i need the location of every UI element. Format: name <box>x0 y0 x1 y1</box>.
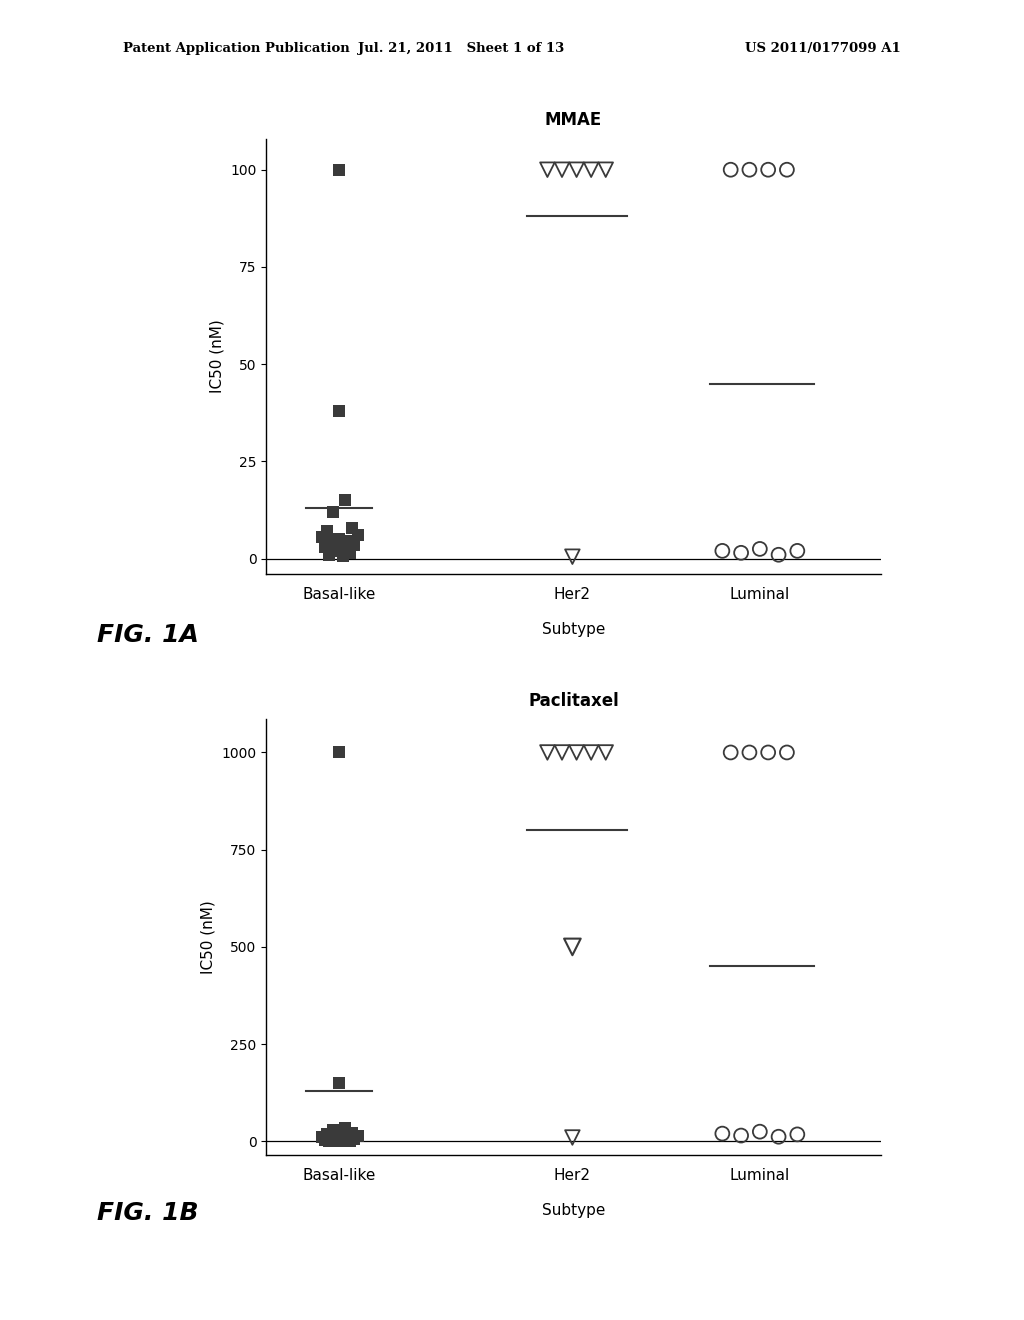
Point <box>741 742 758 763</box>
Point <box>760 742 776 763</box>
Point <box>316 536 333 557</box>
Point <box>790 540 806 561</box>
Point <box>733 1125 750 1146</box>
Title: Paclitaxel: Paclitaxel <box>528 692 618 710</box>
Point <box>723 742 739 763</box>
Text: FIG. 1B: FIG. 1B <box>97 1201 199 1225</box>
Point <box>318 521 335 543</box>
Point <box>327 540 343 561</box>
Point <box>345 535 361 556</box>
Point <box>598 742 614 763</box>
Point <box>325 502 341 523</box>
Text: Jul. 21, 2011   Sheet 1 of 13: Jul. 21, 2011 Sheet 1 of 13 <box>357 42 564 55</box>
Point <box>752 539 768 560</box>
Point <box>598 160 614 181</box>
Point <box>568 742 585 763</box>
Point <box>314 527 331 548</box>
Point <box>323 1129 339 1150</box>
Point <box>325 1119 341 1140</box>
Point <box>341 1130 357 1151</box>
Y-axis label: IC50 (nM): IC50 (nM) <box>210 319 224 393</box>
Point <box>554 742 570 763</box>
Point <box>321 1130 337 1151</box>
Point <box>752 1121 768 1142</box>
Point <box>540 160 556 181</box>
Point <box>335 1130 351 1151</box>
Point <box>335 545 351 566</box>
Text: Patent Application Publication: Patent Application Publication <box>123 42 349 55</box>
Point <box>778 742 795 763</box>
Point <box>327 1130 343 1151</box>
Point <box>554 160 570 181</box>
Point <box>345 1129 361 1150</box>
Point <box>331 528 347 549</box>
Point <box>333 1130 349 1151</box>
Point <box>714 1123 730 1144</box>
Point <box>337 1117 353 1138</box>
Point <box>770 544 786 565</box>
Point <box>770 1126 786 1147</box>
Point <box>333 539 349 560</box>
Point <box>321 544 337 565</box>
Point <box>314 1126 331 1147</box>
Point <box>343 517 359 539</box>
Point <box>331 160 347 181</box>
Point <box>564 936 581 957</box>
Point <box>349 1126 366 1147</box>
Point <box>331 400 347 421</box>
Point <box>318 1123 335 1144</box>
Point <box>760 160 776 181</box>
Point <box>583 160 599 181</box>
Point <box>343 1122 359 1143</box>
Point <box>337 490 353 511</box>
Point <box>733 543 750 564</box>
Y-axis label: IC50 (nM): IC50 (nM) <box>201 900 216 974</box>
Point <box>339 1129 355 1150</box>
Point <box>331 1127 347 1148</box>
Point <box>714 540 730 561</box>
Point <box>741 160 758 181</box>
Point <box>723 160 739 181</box>
Text: FIG. 1A: FIG. 1A <box>97 623 199 647</box>
Point <box>316 1130 333 1151</box>
Point <box>331 1072 347 1093</box>
Title: MMAE: MMAE <box>545 111 602 129</box>
Point <box>790 1123 806 1144</box>
Point <box>564 1127 581 1148</box>
Point <box>323 532 339 553</box>
Point <box>583 742 599 763</box>
Point <box>568 160 585 181</box>
Point <box>341 543 357 564</box>
Point <box>339 531 355 552</box>
X-axis label: Subtype: Subtype <box>542 1203 605 1217</box>
Point <box>540 742 556 763</box>
Point <box>778 160 795 181</box>
Point <box>349 525 366 546</box>
Point <box>331 742 347 763</box>
X-axis label: Subtype: Subtype <box>542 622 605 636</box>
Text: US 2011/0177099 A1: US 2011/0177099 A1 <box>745 42 901 55</box>
Point <box>564 546 581 568</box>
